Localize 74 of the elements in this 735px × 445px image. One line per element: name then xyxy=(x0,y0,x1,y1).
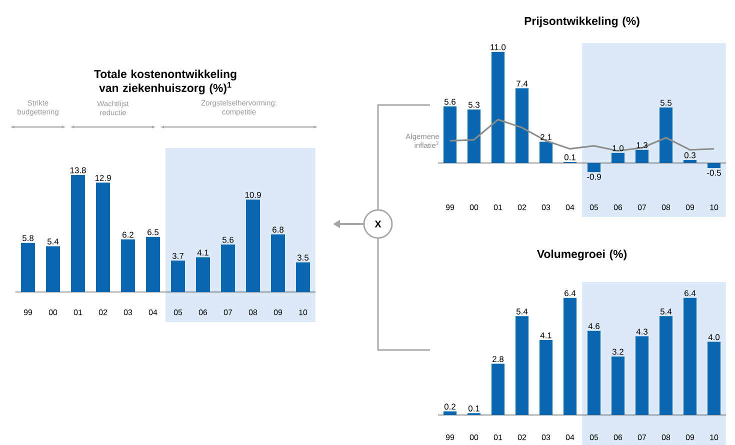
bar xyxy=(46,246,60,292)
data-label: 3.5 xyxy=(297,254,309,261)
bar xyxy=(636,336,649,415)
bar xyxy=(540,340,553,415)
data-label: 1.0 xyxy=(612,145,624,152)
data-label: 2.1 xyxy=(540,134,552,140)
bar xyxy=(612,152,625,163)
bar xyxy=(96,182,110,292)
bar xyxy=(516,316,529,415)
bar xyxy=(660,316,673,415)
bar xyxy=(564,298,577,415)
bar xyxy=(660,107,673,163)
bar xyxy=(636,150,649,163)
data-label: 6.8 xyxy=(272,226,284,233)
data-label: 3.7 xyxy=(172,252,184,259)
bar xyxy=(468,109,481,163)
data-label: 0.1 xyxy=(564,154,576,160)
chart-title: Totale kostenontwikkeling van ziekenhuiszorg (%)$^{1}$ xyxy=(94,70,236,94)
data-label: 5.6 xyxy=(222,236,234,243)
data-label: 7.4 xyxy=(516,80,528,87)
bar xyxy=(171,260,186,292)
data-label: 3.2 xyxy=(612,348,624,355)
bar xyxy=(196,257,210,292)
data-label: 5.6 xyxy=(444,98,456,105)
chart-title: Volumegroei (%) xyxy=(536,250,627,260)
data-label: 6.4 xyxy=(684,290,696,296)
bar xyxy=(146,236,160,292)
data-label: 12.9 xyxy=(95,174,111,181)
bar xyxy=(684,298,697,415)
data-label: 4.0 xyxy=(708,334,720,340)
data-label: 4.3 xyxy=(636,328,648,335)
data-label: 10.9 xyxy=(245,192,261,198)
bar xyxy=(221,244,236,292)
bar xyxy=(684,160,697,163)
data-label: 4.1 xyxy=(197,250,208,256)
data-label: 0.1 xyxy=(468,405,480,412)
data-label: 6.2 xyxy=(122,232,134,238)
data-label: 11.0 xyxy=(490,44,506,50)
bar xyxy=(708,162,721,168)
bar xyxy=(540,142,553,163)
bar xyxy=(121,239,136,292)
bar xyxy=(271,234,286,292)
data-label: 4.1 xyxy=(540,332,552,338)
data-label: 1.3 xyxy=(636,142,648,148)
bar xyxy=(492,52,505,163)
chart-title: Prijsontwikkeling (%) xyxy=(524,16,640,28)
data-label: 5.4 xyxy=(516,308,528,314)
bar xyxy=(296,262,310,292)
bar xyxy=(516,88,529,163)
data-label: 4.6 xyxy=(588,323,600,330)
text: X xyxy=(374,220,382,228)
data-label: 0.3 xyxy=(684,152,696,158)
bar xyxy=(71,174,85,292)
bar xyxy=(588,330,601,415)
bar xyxy=(444,106,457,163)
data-label: 2.8 xyxy=(492,356,504,362)
bar xyxy=(21,242,35,292)
bar xyxy=(246,200,260,292)
data-label: 5.4 xyxy=(660,308,672,314)
bar xyxy=(612,356,625,415)
bar xyxy=(444,411,457,415)
data-label: -0.5 xyxy=(707,170,721,176)
data-label: 5.8 xyxy=(22,235,34,242)
bar xyxy=(708,342,721,415)
data-label: 6.4 xyxy=(564,290,576,296)
data-label: 0.2 xyxy=(444,404,456,410)
data-label: 5.3 xyxy=(468,102,480,108)
bar xyxy=(492,364,505,415)
data-label: 6.5 xyxy=(148,229,159,236)
data-label: 13.8 xyxy=(70,167,86,174)
data-label: -0.9 xyxy=(587,174,601,180)
data-label: 5.4 xyxy=(47,238,59,244)
data-label: 5.5 xyxy=(660,100,672,106)
bar xyxy=(588,162,601,172)
